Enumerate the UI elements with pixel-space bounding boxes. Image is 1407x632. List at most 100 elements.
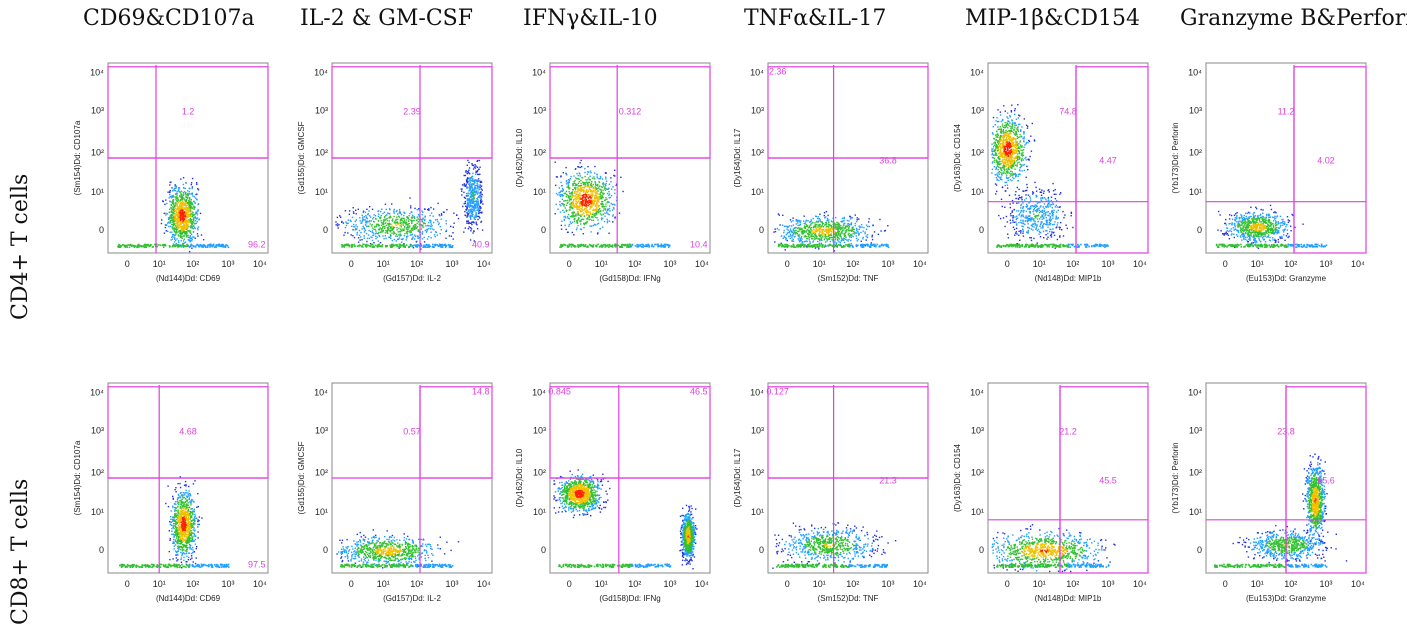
event-point (1002, 148, 1005, 151)
event-point (859, 226, 862, 228)
event-point (470, 230, 472, 232)
event-point (612, 186, 614, 188)
event-point (480, 191, 482, 193)
event-point (816, 235, 818, 238)
event-point (350, 246, 353, 248)
event-point (1015, 149, 1017, 151)
event-point (471, 163, 473, 165)
event-point (797, 224, 799, 227)
event-point (564, 192, 567, 194)
event-point (183, 202, 186, 205)
event-point (469, 189, 471, 191)
event-point (120, 245, 122, 247)
event-point (591, 185, 593, 187)
event-point (867, 225, 869, 228)
event-point (604, 215, 606, 217)
event-point (189, 219, 192, 221)
event-point (851, 244, 853, 247)
event-point (479, 209, 481, 211)
event-point (995, 152, 997, 155)
event-point (1028, 159, 1030, 161)
event-point (800, 239, 802, 242)
event-point (474, 200, 476, 202)
event-point (365, 221, 367, 223)
event-point (173, 208, 175, 211)
event-point (602, 182, 604, 185)
y-tick-label: 10² (315, 147, 328, 157)
event-point (596, 202, 598, 204)
event-point (999, 155, 1001, 157)
event-point (475, 212, 477, 214)
event-point (398, 216, 400, 218)
event-point (403, 229, 405, 231)
event-point (182, 243, 184, 246)
event-point (473, 222, 475, 224)
event-point (1005, 159, 1007, 162)
event-point (592, 189, 594, 192)
event-points (991, 104, 1109, 249)
event-point (575, 213, 577, 215)
event-point (815, 237, 818, 240)
event-point (476, 193, 478, 195)
event-point (379, 242, 382, 244)
event-point (562, 189, 564, 191)
event-point (856, 227, 858, 230)
event-point (580, 219, 583, 221)
event-point (571, 191, 573, 193)
event-point (837, 225, 839, 228)
event-point (471, 197, 473, 200)
event-point (596, 208, 599, 210)
event-point (185, 196, 187, 199)
event-point (335, 221, 337, 223)
event-point (463, 185, 465, 187)
event-point (174, 210, 176, 212)
event-point (388, 229, 390, 232)
event-point (587, 177, 590, 179)
event-point (395, 218, 397, 220)
event-point (788, 245, 790, 247)
event-point (137, 244, 139, 247)
event-point (826, 217, 829, 220)
event-point (571, 204, 573, 206)
event-point (180, 232, 182, 234)
event-point (180, 226, 182, 228)
event-point (584, 208, 586, 210)
event-point (596, 195, 598, 197)
event-point (592, 183, 595, 186)
event-point (433, 234, 436, 236)
event-point (476, 224, 478, 226)
event-point (189, 212, 191, 214)
event-point (1005, 138, 1007, 140)
event-point (471, 199, 473, 201)
event-point (170, 239, 172, 241)
event-point (1001, 167, 1004, 169)
event-point (827, 225, 830, 228)
event-point (849, 218, 852, 220)
event-point (194, 246, 197, 248)
event-point (1015, 139, 1017, 141)
event-point (186, 212, 188, 214)
event-point (428, 244, 430, 246)
event-point (567, 185, 570, 187)
event-point (186, 222, 188, 225)
event-point (830, 220, 833, 222)
event-point (476, 187, 479, 189)
event-point (375, 235, 377, 237)
event-point (778, 243, 780, 246)
event-point (613, 203, 615, 205)
event-point (177, 224, 179, 226)
event-point (594, 165, 596, 168)
event-point (829, 228, 831, 230)
event-point (1000, 138, 1003, 141)
column-title-4: MIP-1β&CD154 (965, 6, 1141, 31)
event-point (585, 179, 587, 181)
event-point (1007, 177, 1009, 179)
event-point (185, 191, 187, 194)
event-point (399, 212, 402, 214)
event-point (1002, 137, 1005, 139)
event-point (604, 199, 607, 201)
event-point (188, 201, 190, 204)
event-point (801, 241, 803, 243)
event-point (581, 214, 583, 216)
event-point (191, 193, 193, 195)
